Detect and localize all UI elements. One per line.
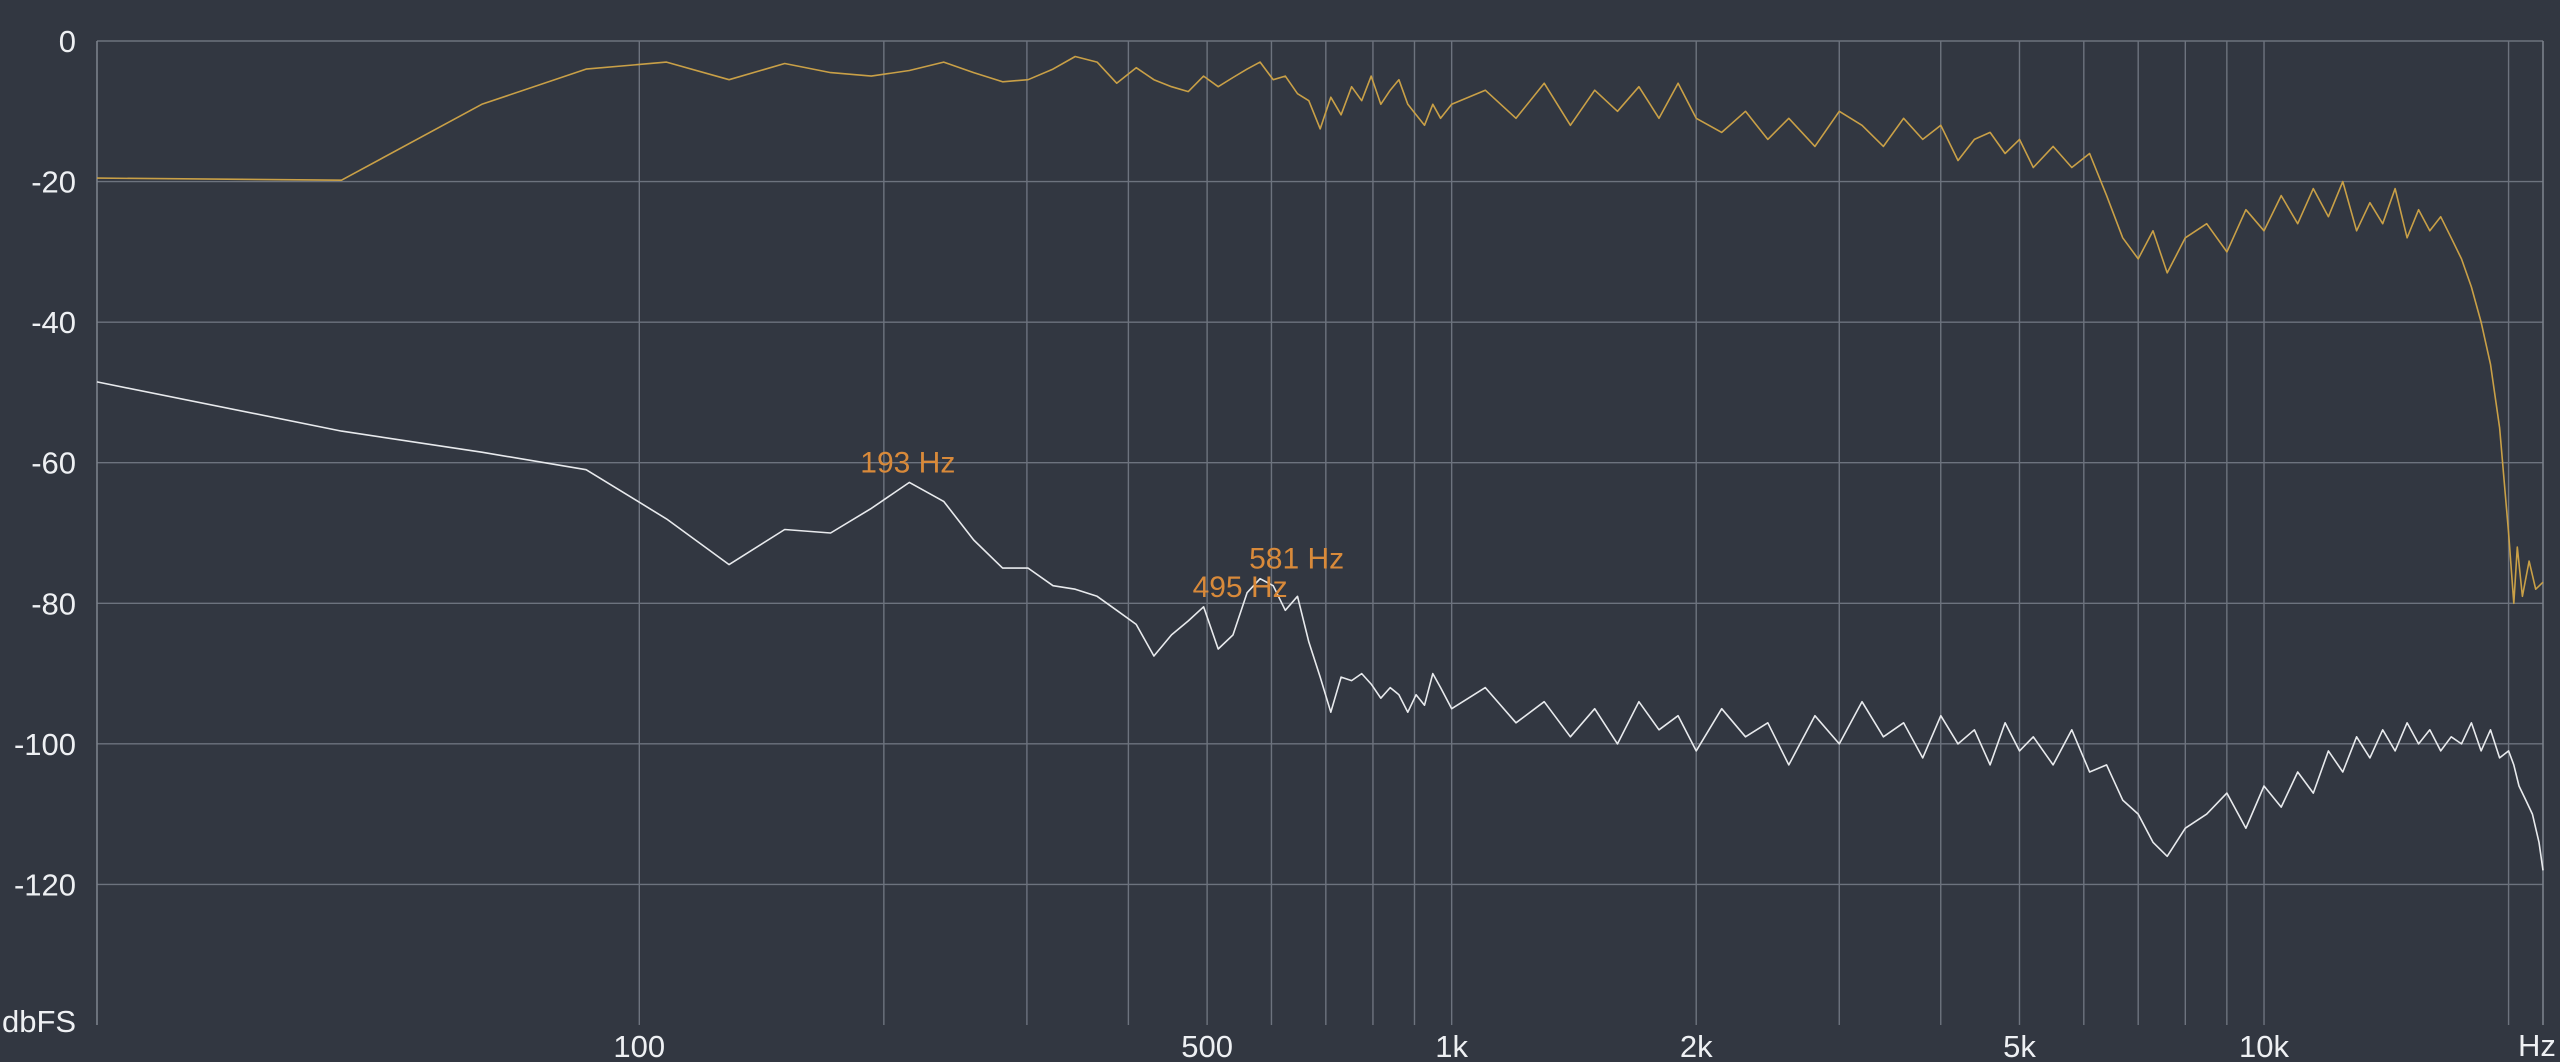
y-tick-label: -100 (14, 727, 76, 762)
y-tick-label: -40 (31, 305, 76, 340)
y-tick-label: 0 (59, 24, 76, 59)
x-tick-label: 2k (1680, 1029, 1713, 1062)
x-tick-label: 100 (613, 1029, 665, 1062)
y-tick-label: -60 (31, 446, 76, 481)
peak-label: 495 Hz (1193, 571, 1288, 604)
plot-frame (96, 41, 2544, 1025)
x-gridlines (638, 41, 2510, 1025)
x-unit-label: Hz (2518, 1028, 2556, 1062)
x-tick-label: 5k (2003, 1029, 2036, 1062)
series-line-2 (96, 381, 2544, 871)
y-tick-labels: 0 -20 -40 -60 -80 -100 -120 (14, 24, 76, 902)
series-line-1 (96, 55, 2544, 605)
x-tick-label: 1k (1435, 1029, 1468, 1062)
y-tick-label: -80 (31, 586, 76, 621)
y-tick-label: -120 (14, 867, 76, 902)
peak-label: 581 Hz (1249, 543, 1344, 576)
x-tick-label: 10k (2239, 1029, 2289, 1062)
x-tick-label: 500 (1181, 1029, 1233, 1062)
peak-label: 193 Hz (860, 446, 955, 479)
series-layer (96, 55, 2544, 871)
y-gridlines (97, 40, 2543, 886)
y-tick-label: -20 (31, 165, 76, 200)
y-unit-label: dbFS (2, 1004, 76, 1039)
x-tick-labels: 100 500 1k 2k 5k 10k (613, 1029, 2289, 1062)
